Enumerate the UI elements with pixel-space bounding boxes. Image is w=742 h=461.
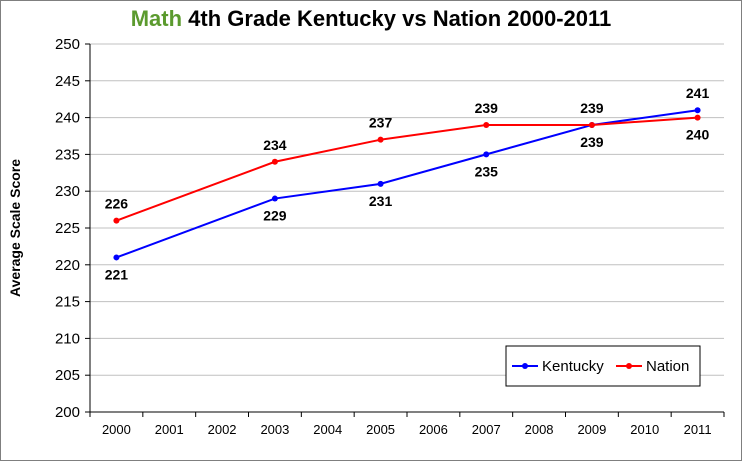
- nation-point: [113, 217, 120, 224]
- nation-data-label: 239: [580, 100, 604, 116]
- kentucky-point: [271, 195, 278, 202]
- legend-kentucky-label: Kentucky: [542, 358, 604, 375]
- x-tick-label: 2004: [313, 422, 342, 437]
- legend-nation-marker: [626, 363, 632, 369]
- chart-title: Math 4th Grade Kentucky vs Nation 2000-2…: [0, 6, 742, 32]
- x-tick-label: 2003: [260, 422, 289, 437]
- x-tick-label: 2000: [102, 422, 131, 437]
- nation-point: [271, 158, 278, 165]
- kentucky-point: [377, 180, 384, 187]
- kentucky-data-label: 239: [580, 134, 604, 150]
- kentucky-data-label: 229: [263, 208, 287, 224]
- y-tick-label: 235: [55, 146, 80, 163]
- nation-data-label: 234: [263, 137, 287, 153]
- x-tick-label: 2008: [525, 422, 554, 437]
- nation-data-label: 239: [475, 100, 499, 116]
- y-tick-label: 215: [55, 294, 80, 311]
- chart-title-accent: Math: [130, 6, 183, 31]
- x-tick-label: 2006: [419, 422, 448, 437]
- y-tick-label: 245: [55, 73, 80, 90]
- y-tick-label: 225: [55, 220, 80, 237]
- kentucky-data-label: 235: [475, 163, 499, 179]
- nation-point: [483, 121, 490, 128]
- y-axis-title: Average Scale Score: [7, 159, 23, 297]
- nation-point: [694, 114, 701, 121]
- y-tick-label: 210: [55, 330, 80, 347]
- nation-line: [116, 116, 698, 222]
- kentucky-data-label: 221: [105, 266, 129, 282]
- x-tick-label: 2011: [684, 422, 712, 437]
- nation-point: [588, 121, 595, 128]
- legend-nation-label: Nation: [646, 358, 689, 375]
- y-tick-label: 230: [55, 183, 80, 200]
- kentucky-point: [113, 254, 120, 261]
- x-tick-label: 2010: [630, 422, 659, 437]
- x-tick-label: 2007: [472, 422, 501, 437]
- kentucky-data-label: 231: [369, 193, 393, 209]
- y-tick-label: 220: [55, 257, 80, 274]
- legend-kentucky-marker: [522, 363, 528, 369]
- kentucky-data-label: 241: [686, 85, 710, 101]
- y-tick-label: 240: [55, 110, 80, 127]
- x-tick-label: 2002: [208, 422, 237, 437]
- x-tick-label: 2005: [366, 422, 395, 437]
- y-tick-label: 200: [55, 404, 80, 421]
- x-tick-label: 2001: [155, 422, 184, 437]
- kentucky-line: [116, 109, 698, 259]
- chart-title-rest: 4th Grade Kentucky vs Nation 2000-2011: [188, 6, 612, 31]
- nation-data-label: 240: [686, 127, 710, 143]
- y-tick-label: 250: [55, 36, 80, 53]
- x-tick-label: 2009: [577, 422, 606, 437]
- kentucky-point: [483, 151, 490, 158]
- nation-point: [377, 136, 384, 143]
- nation-data-label: 226: [105, 196, 129, 212]
- kentucky-point: [694, 107, 701, 114]
- nation-data-label: 237: [369, 115, 393, 131]
- legend-box: [505, 345, 701, 387]
- y-tick-label: 205: [55, 367, 80, 384]
